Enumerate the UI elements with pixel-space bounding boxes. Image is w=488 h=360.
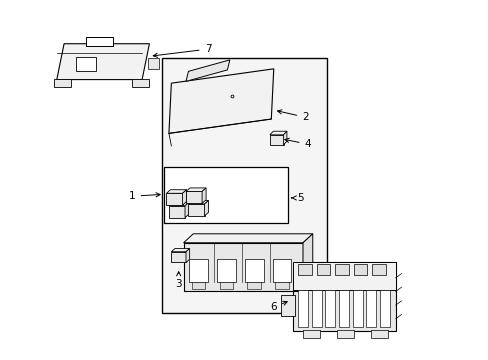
Polygon shape [168,202,189,206]
Polygon shape [204,201,208,216]
Bar [281,295,294,316]
Bar [336,330,353,338]
Polygon shape [168,69,273,134]
Bar [166,193,182,205]
Bar [183,243,303,291]
Bar [132,78,149,87]
Bar [311,289,321,327]
Bar [247,282,261,289]
Bar [353,264,366,275]
Text: 7: 7 [153,44,211,57]
Polygon shape [166,190,186,193]
Bar [298,264,311,275]
Polygon shape [185,188,205,192]
Text: 1: 1 [129,191,160,201]
Bar [298,289,307,327]
Bar [189,259,207,282]
Bar [219,282,233,289]
Bar [325,289,334,327]
Bar [269,135,283,145]
Bar [76,57,96,71]
Bar [303,330,320,338]
Polygon shape [303,234,312,291]
Polygon shape [57,44,149,80]
Bar [161,58,327,313]
Text: 6: 6 [270,301,286,312]
Polygon shape [202,188,205,203]
Bar [171,252,185,262]
Bar [338,289,348,327]
Text: 3: 3 [175,272,182,289]
Bar [316,264,330,275]
Bar [163,167,288,223]
Polygon shape [185,248,189,262]
Polygon shape [182,190,186,205]
Bar [334,264,348,275]
Polygon shape [183,234,312,243]
Text: 4: 4 [285,138,310,149]
Bar [168,206,184,218]
Bar [293,262,395,330]
Bar [366,289,375,327]
Bar [54,78,71,87]
Bar [191,282,205,289]
Polygon shape [188,201,208,204]
Bar [185,192,202,203]
Bar [371,264,385,275]
Text: 2: 2 [277,110,308,122]
Polygon shape [185,60,229,81]
Polygon shape [171,248,189,252]
Polygon shape [283,131,286,145]
Bar [244,259,263,282]
Polygon shape [269,131,286,135]
Bar [379,289,389,327]
Bar [275,282,288,289]
Polygon shape [184,202,189,218]
Bar [86,37,113,45]
Text: 5: 5 [291,193,303,203]
Bar [217,259,235,282]
Bar [352,289,362,327]
Bar [272,259,291,282]
Bar [188,204,204,216]
Bar [370,330,387,338]
Bar [293,262,395,290]
Bar [148,58,158,69]
